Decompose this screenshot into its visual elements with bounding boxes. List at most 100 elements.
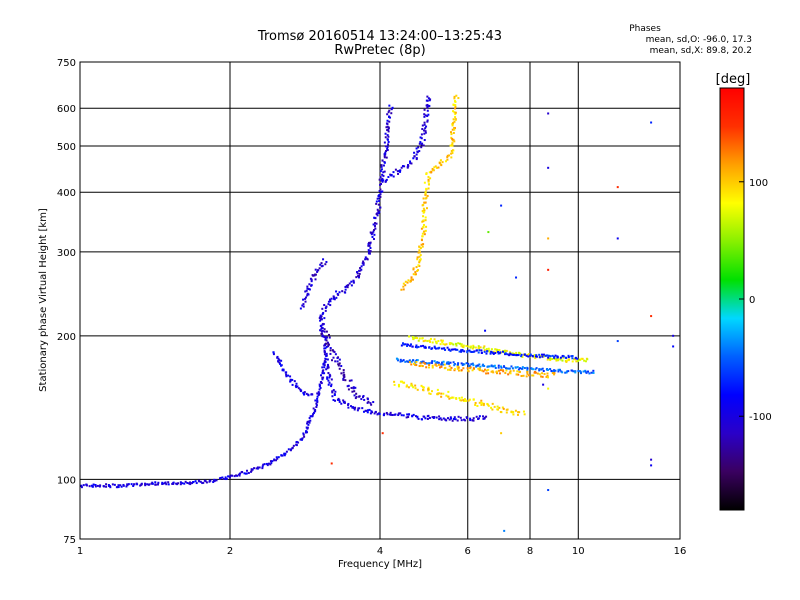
scatter-point bbox=[454, 113, 457, 116]
scatter-point bbox=[386, 138, 389, 141]
scatter-point bbox=[386, 119, 389, 122]
scatter-point bbox=[445, 362, 448, 365]
scatter-point bbox=[427, 183, 430, 186]
scatter-point bbox=[323, 330, 326, 333]
scatter-point bbox=[448, 365, 451, 368]
scatter-point bbox=[433, 346, 436, 349]
scatter-point bbox=[469, 419, 472, 422]
scatter-point bbox=[368, 244, 371, 247]
scatter-point bbox=[333, 350, 336, 353]
scatter-point bbox=[513, 353, 516, 356]
scatter-point bbox=[386, 145, 389, 148]
scatter-point bbox=[331, 359, 334, 362]
scatter-point bbox=[431, 416, 434, 419]
scatter-point bbox=[420, 146, 423, 149]
scatter-point bbox=[528, 374, 531, 377]
scatter-point bbox=[551, 372, 554, 375]
scatter-point bbox=[555, 359, 558, 362]
scatter-point bbox=[529, 353, 532, 356]
scatter-point bbox=[246, 469, 249, 472]
scatter-point bbox=[324, 357, 327, 360]
scatter-point bbox=[538, 353, 541, 356]
scatter-point bbox=[105, 483, 108, 486]
scatter-point bbox=[322, 311, 325, 314]
scatter-point bbox=[438, 392, 441, 395]
scatter-point bbox=[319, 386, 322, 389]
scatter-point bbox=[444, 343, 447, 346]
scatter-point bbox=[417, 146, 420, 149]
scatter-point bbox=[507, 367, 510, 370]
scatter-point bbox=[443, 347, 446, 350]
scatter-point bbox=[433, 166, 436, 169]
scatter-point bbox=[287, 374, 290, 377]
scatter-point bbox=[319, 263, 322, 266]
scatter-point bbox=[323, 372, 326, 375]
scatter-point bbox=[277, 357, 280, 360]
scatter-point bbox=[427, 180, 430, 183]
scatter-point bbox=[305, 392, 308, 395]
scatter-point bbox=[506, 353, 509, 356]
scatter-point bbox=[338, 400, 341, 403]
scatter-point bbox=[411, 278, 414, 281]
scatter-point bbox=[494, 348, 497, 351]
scatter-point bbox=[502, 407, 505, 410]
scatter-point bbox=[576, 357, 579, 360]
scatter-point bbox=[429, 177, 432, 180]
scatter-point bbox=[323, 317, 326, 320]
scatter-point bbox=[561, 371, 564, 374]
scatter-point bbox=[551, 357, 554, 360]
scatter-point bbox=[368, 250, 371, 253]
scatter-point bbox=[434, 165, 437, 168]
scatter-point bbox=[233, 475, 236, 478]
scatter-point bbox=[245, 472, 248, 475]
scatter-point bbox=[199, 480, 202, 483]
scatter-point bbox=[450, 342, 453, 345]
scatter-point bbox=[551, 354, 554, 357]
scatter-point bbox=[565, 359, 568, 362]
scatter-point bbox=[463, 363, 466, 366]
scatter-point bbox=[412, 386, 415, 389]
scatter-point bbox=[520, 375, 523, 378]
scatter-point bbox=[520, 353, 523, 356]
scatter-point bbox=[324, 343, 327, 346]
scatter-point bbox=[405, 384, 408, 387]
scatter-point bbox=[520, 355, 523, 358]
scatter-point bbox=[483, 350, 486, 353]
scatter-point bbox=[509, 372, 512, 375]
scatter-point bbox=[416, 337, 419, 340]
scatter-point bbox=[471, 369, 474, 372]
scatter-point bbox=[367, 400, 370, 403]
scatter-point bbox=[420, 345, 423, 348]
scatter-point bbox=[323, 351, 326, 354]
scatter-point bbox=[460, 362, 463, 365]
scatter-point bbox=[334, 390, 337, 393]
scatter-point bbox=[351, 390, 354, 393]
scatter-point bbox=[360, 398, 363, 401]
scatter-point bbox=[281, 369, 284, 372]
isolated-point bbox=[500, 432, 503, 435]
scatter-point bbox=[425, 187, 428, 190]
scatter-point bbox=[469, 346, 472, 349]
scatter-point bbox=[227, 475, 230, 478]
scatter-point bbox=[366, 401, 369, 404]
scatter-point bbox=[312, 413, 315, 416]
scatter-point bbox=[404, 280, 407, 283]
scatter-point bbox=[407, 386, 410, 389]
scatter-point bbox=[449, 361, 452, 364]
scatter-point bbox=[450, 131, 453, 134]
scatter-point bbox=[327, 345, 330, 348]
scatter-point bbox=[458, 397, 461, 400]
scatter-point bbox=[344, 379, 347, 382]
scatter-point bbox=[122, 483, 125, 486]
scatter-point bbox=[370, 403, 373, 406]
scatter-point bbox=[431, 341, 434, 344]
scatter-point bbox=[403, 381, 406, 384]
scatter-point bbox=[342, 399, 345, 402]
scatter-point bbox=[424, 190, 427, 193]
scatter-point bbox=[280, 454, 283, 457]
scatter-point bbox=[453, 140, 456, 143]
scatter-point bbox=[109, 486, 112, 489]
scatter-point bbox=[325, 352, 328, 355]
scatter-point bbox=[462, 367, 465, 370]
scatter-point bbox=[306, 427, 309, 430]
